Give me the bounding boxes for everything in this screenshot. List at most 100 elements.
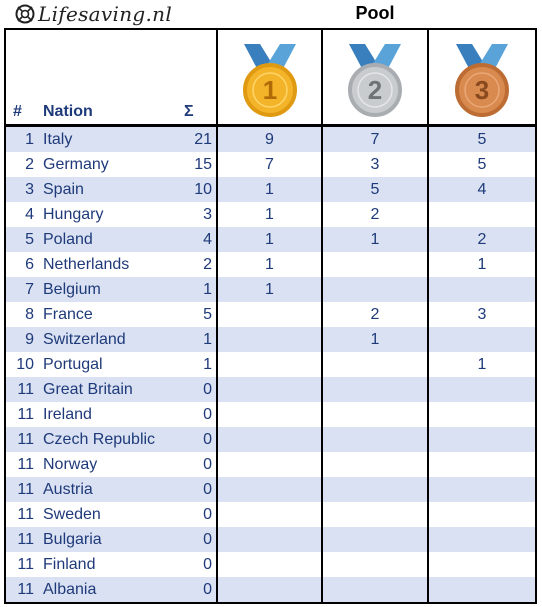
gold-count-cell: 1 (265, 181, 274, 198)
rank-cell: 11 (17, 406, 34, 423)
silver-count-cell (323, 352, 427, 377)
total-cell: 0 (203, 481, 212, 498)
nation-cell: France (43, 306, 93, 323)
table-row[interactable]: 6 Netherlands 2 1 1 (6, 252, 535, 277)
bronze-count-cell (429, 402, 535, 427)
silver-count-cell: 5 (370, 181, 380, 198)
table-row[interactable]: 5 Poland 4 1 1 2 (6, 227, 535, 252)
lifebuoy-icon (15, 4, 35, 24)
bronze-count-cell (429, 577, 535, 602)
bronze-count-cell (429, 277, 535, 302)
nation-cell: Sweden (43, 506, 101, 523)
table-row[interactable]: 7 Belgium 1 1 (6, 277, 535, 302)
nation-cell: Hungary (43, 206, 104, 223)
table-row[interactable]: 9 Switzerland 1 1 (6, 327, 535, 352)
silver-medal-label: 2 (368, 75, 382, 105)
silver-count-cell: 2 (370, 206, 380, 223)
silver-count-cell: 1 (370, 331, 380, 348)
gold-medal-icon: 1 (243, 44, 297, 117)
silver-count-cell (323, 402, 427, 427)
silver-count-cell: 3 (370, 156, 380, 173)
gold-count-cell (218, 502, 321, 527)
silver-count-cell (323, 452, 427, 477)
silver-count-cell (323, 502, 427, 527)
bronze-count-cell (429, 452, 535, 477)
silver-count-cell (323, 377, 427, 402)
rank-cell: 3 (25, 181, 34, 198)
table-row[interactable]: 4 Hungary 3 1 2 (6, 202, 535, 227)
rank-cell: 7 (25, 281, 34, 298)
table-row[interactable]: 11 Albania 0 (6, 577, 535, 602)
nation-cell: Czech Republic (43, 431, 156, 448)
gold-count-cell (218, 577, 321, 602)
total-cell: 0 (203, 556, 212, 573)
bronze-medal-icon: 3 (455, 44, 509, 117)
nation-cell: Ireland (43, 406, 92, 423)
table-row[interactable]: 11 Sweden 0 (6, 502, 535, 527)
silver-count-cell (323, 477, 427, 502)
total-cell: 15 (194, 156, 212, 173)
bronze-count-cell (429, 427, 535, 452)
total-cell: 0 (203, 456, 212, 473)
gold-count-cell (218, 452, 321, 477)
header-divider (6, 124, 535, 127)
table-row[interactable]: 8 France 5 2 3 (6, 302, 535, 327)
table-row[interactable]: 11 Norway 0 (6, 452, 535, 477)
rank-cell: 11 (17, 431, 34, 448)
silver-medal-icon: 2 (348, 44, 402, 117)
bronze-count-cell (429, 202, 535, 227)
header-total: Σ (184, 103, 194, 120)
gold-count-cell: 7 (265, 156, 274, 173)
rank-cell: 8 (25, 306, 34, 323)
gold-count-cell (218, 402, 321, 427)
nation-cell: Italy (43, 131, 73, 148)
total-cell: 4 (203, 231, 212, 248)
table-row[interactable]: 1 Italy 21 9 7 5 (6, 127, 535, 152)
total-cell: 21 (194, 131, 212, 148)
silver-count-cell: 7 (370, 131, 380, 148)
table-row[interactable]: 11 Austria 0 (6, 477, 535, 502)
total-cell: 0 (203, 531, 212, 548)
rank-cell: 1 (25, 131, 34, 148)
gold-count-cell (218, 552, 321, 577)
total-cell: 1 (203, 356, 212, 373)
rank-cell: 11 (17, 506, 34, 523)
table-row[interactable]: 11 Bulgaria 0 (6, 527, 535, 552)
bronze-count-cell (429, 552, 535, 577)
column-divider-silver (321, 30, 323, 602)
rank-cell: 9 (25, 331, 34, 348)
bronze-count-cell: 4 (477, 181, 487, 198)
table-row[interactable]: 10 Portugal 1 1 (6, 352, 535, 377)
bronze-count-cell: 5 (477, 131, 487, 148)
table-row[interactable]: 11 Ireland 0 (6, 402, 535, 427)
column-divider-bronze (427, 30, 429, 602)
column-divider-gold (216, 30, 218, 602)
nation-cell: Netherlands (43, 256, 130, 273)
table-row[interactable]: 11 Czech Republic 0 (6, 427, 535, 452)
table-row[interactable]: 3 Spain 10 1 5 4 (6, 177, 535, 202)
gold-count-cell: 1 (265, 231, 274, 248)
nation-cell: Albania (43, 581, 97, 598)
gold-count-cell: 9 (265, 131, 274, 148)
bronze-count-cell: 5 (477, 156, 487, 173)
total-cell: 0 (203, 431, 212, 448)
total-cell: 0 (203, 406, 212, 423)
nation-cell: Portugal (43, 356, 103, 373)
rank-cell: 5 (25, 231, 34, 248)
rank-cell: 10 (16, 356, 34, 373)
bronze-count-cell (429, 527, 535, 552)
bronze-count-cell: 3 (477, 306, 487, 323)
table-row[interactable]: 11 Great Britain 0 (6, 377, 535, 402)
brand-logo[interactable]: Lifesaving.nl (14, 2, 172, 26)
gold-count-cell: 1 (265, 256, 274, 273)
bronze-count-cell: 1 (477, 256, 487, 273)
nation-cell: Poland (43, 231, 93, 248)
silver-count-cell: 1 (370, 231, 380, 248)
total-cell: 1 (203, 281, 212, 298)
table-row[interactable]: 11 Finland 0 (6, 552, 535, 577)
gold-medal-label: 1 (263, 75, 277, 105)
silver-count-cell (323, 427, 427, 452)
bronze-count-cell (429, 477, 535, 502)
table-row[interactable]: 2 Germany 15 7 3 5 (6, 152, 535, 177)
bronze-count-cell: 1 (477, 356, 487, 373)
